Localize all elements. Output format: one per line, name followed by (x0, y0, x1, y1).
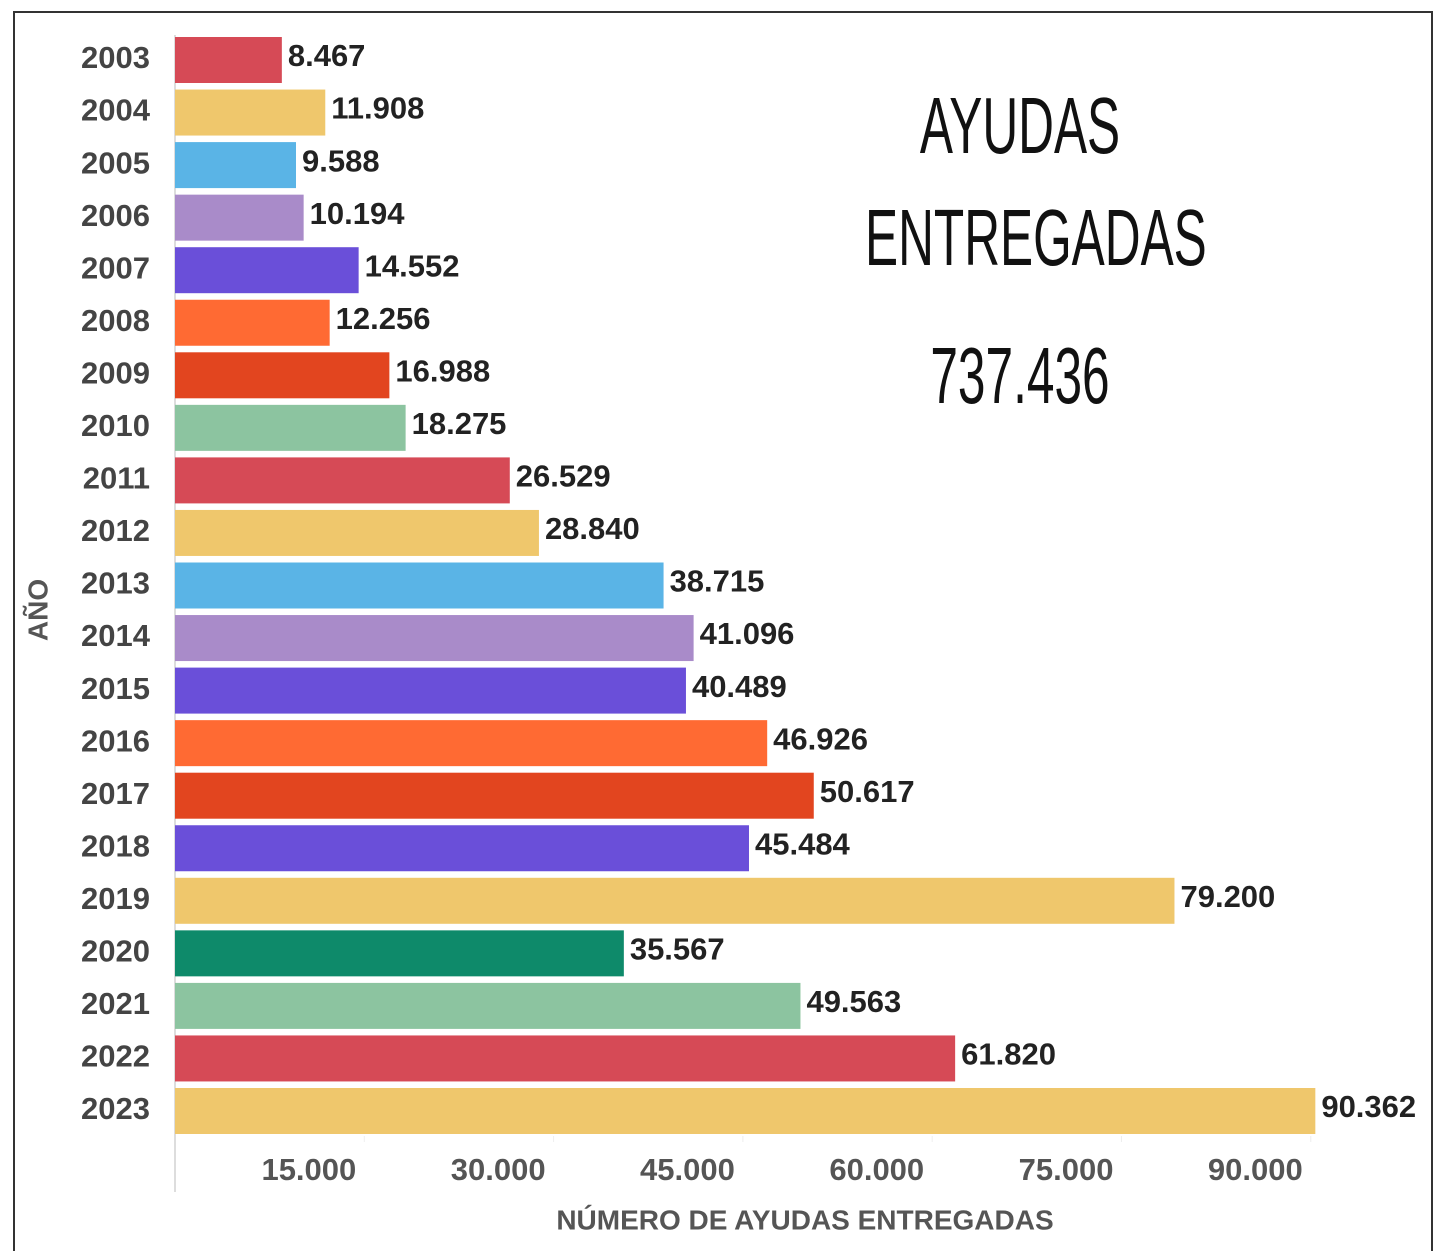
bar (175, 457, 510, 504)
y-tick-label: 2014 (81, 618, 151, 653)
y-tick-label: 2018 (81, 828, 150, 863)
bar (175, 825, 749, 872)
value-label: 8.467 (288, 38, 366, 73)
value-label: 49.563 (806, 984, 901, 1019)
y-tick-label: 2010 (81, 408, 150, 443)
bar (175, 982, 801, 1029)
bar (175, 1035, 956, 1082)
bar (175, 194, 304, 241)
frame (13, 11, 1433, 1251)
bar (175, 247, 359, 294)
x-tick-label: 45.000 (640, 1152, 735, 1187)
y-tick-label: 2022 (81, 1039, 150, 1074)
y-tick-label: 2015 (81, 671, 150, 706)
x-tick-label: 30.000 (451, 1152, 546, 1187)
y-tick-label: 2020 (81, 934, 150, 969)
value-label: 50.617 (820, 774, 915, 809)
value-label: 46.926 (773, 721, 868, 756)
y-tick-label: 2004 (81, 93, 151, 128)
bar (175, 89, 326, 136)
bar (175, 352, 390, 399)
y-tick-label: 2009 (81, 355, 150, 390)
bar (175, 877, 1175, 924)
value-label: 9.588 (302, 143, 380, 178)
value-label: 26.529 (516, 459, 611, 494)
x-tick-label: 60.000 (829, 1152, 924, 1187)
value-label: 41.096 (700, 616, 795, 651)
bar (175, 615, 694, 662)
value-label: 16.988 (395, 353, 490, 388)
bar (175, 142, 296, 189)
bar (175, 509, 539, 556)
x-tick-label: 90.000 (1208, 1152, 1303, 1187)
y-tick-label: 2013 (81, 566, 150, 601)
bar (175, 299, 330, 346)
value-label: 14.552 (365, 248, 460, 283)
y-tick-label: 2016 (81, 723, 150, 758)
value-label: 38.715 (670, 564, 765, 599)
value-label: 45.484 (755, 826, 851, 861)
y-tick-label: 2021 (81, 986, 150, 1021)
value-label: 18.275 (412, 406, 507, 441)
y-tick-label: 2023 (81, 1091, 150, 1126)
x-tick-label: 15.000 (261, 1152, 356, 1187)
y-tick-label: 2012 (81, 513, 150, 548)
bar (175, 667, 686, 714)
value-label: 12.256 (336, 301, 431, 336)
bar (175, 930, 624, 977)
value-label: 35.567 (630, 932, 725, 967)
x-axis-label: NÚMERO DE AYUDAS ENTREGADAS (556, 1204, 1053, 1235)
value-label: 28.840 (545, 511, 640, 546)
y-tick-label: 2003 (81, 40, 150, 75)
y-tick-label: 2007 (81, 250, 150, 285)
value-label: 61.820 (961, 1037, 1056, 1072)
y-tick-label: 2017 (81, 776, 150, 811)
bar (175, 772, 814, 819)
bar (175, 720, 768, 767)
value-label: 10.194 (310, 196, 406, 231)
total-annotation: 737.436 (930, 331, 1110, 420)
y-tick-label: 2019 (81, 881, 150, 916)
value-label: 79.200 (1180, 879, 1275, 914)
y-tick-label: 2006 (81, 198, 150, 233)
value-label: 90.362 (1321, 1089, 1416, 1124)
bar (175, 37, 282, 83)
value-label: 11.908 (331, 91, 424, 126)
bar (175, 404, 406, 451)
y-tick-label: 2005 (81, 145, 150, 180)
x-tick-label: 75.000 (1019, 1152, 1114, 1187)
bar (175, 562, 664, 609)
y-axis-label: AÑO (22, 579, 53, 641)
chart-title: AYUDAS ENTREGADAS (865, 81, 1207, 282)
y-tick-label: 2008 (81, 303, 150, 338)
value-label: 40.489 (692, 669, 787, 704)
y-tick-label: 2011 (83, 461, 150, 496)
bar (175, 1088, 1316, 1134)
